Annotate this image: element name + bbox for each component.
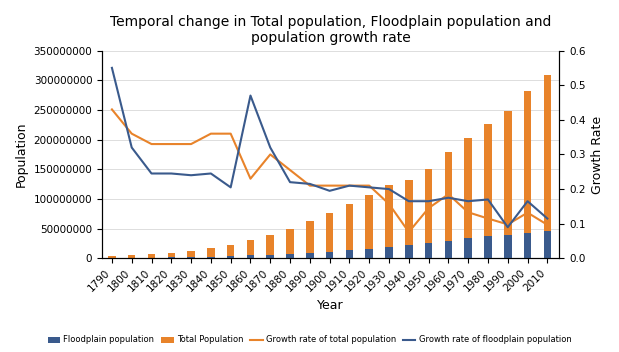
Bar: [504, 235, 511, 258]
Bar: [345, 250, 353, 258]
Bar: [148, 254, 155, 258]
Bar: [405, 245, 413, 258]
Growth rate of floodplain population: [326, 189, 334, 193]
Bar: [543, 231, 551, 258]
Legend: Floodplain population, Total Population, Growth rate of total population, Growth: Floodplain population, Total Population,…: [44, 332, 575, 348]
X-axis label: Year: Year: [318, 299, 344, 312]
Bar: [405, 180, 413, 258]
Growth rate of total population: [504, 222, 511, 227]
Growth rate of floodplain population: [444, 196, 452, 200]
Bar: [306, 221, 314, 258]
Growth rate of floodplain population: [227, 185, 235, 189]
Bar: [504, 111, 511, 258]
Bar: [365, 195, 373, 258]
Bar: [484, 124, 491, 258]
Growth rate of floodplain population: [504, 225, 511, 229]
Growth rate of total population: [168, 142, 175, 146]
Bar: [425, 243, 432, 258]
Bar: [128, 255, 136, 258]
Growth rate of total population: [267, 152, 274, 157]
Growth rate of floodplain population: [247, 93, 254, 98]
Bar: [287, 228, 294, 258]
Growth rate of total population: [207, 132, 215, 136]
Growth rate of floodplain population: [405, 199, 412, 203]
Growth rate of floodplain population: [267, 145, 274, 150]
Growth rate of total population: [385, 202, 392, 206]
Bar: [365, 249, 373, 258]
Bar: [188, 251, 195, 258]
Bar: [425, 169, 432, 258]
Y-axis label: Growth Rate: Growth Rate: [591, 115, 604, 194]
Bar: [524, 91, 531, 258]
Bar: [247, 240, 254, 258]
Bar: [287, 254, 294, 258]
Bar: [168, 253, 175, 258]
Growth rate of total population: [188, 142, 195, 146]
Bar: [267, 255, 274, 258]
Bar: [444, 240, 452, 258]
Bar: [306, 253, 314, 258]
Growth rate of total population: [227, 132, 235, 136]
Growth rate of floodplain population: [464, 199, 472, 203]
Growth rate of floodplain population: [128, 145, 136, 150]
Growth rate of floodplain population: [543, 216, 551, 221]
Bar: [484, 237, 491, 258]
Growth rate of floodplain population: [365, 185, 373, 189]
Growth rate of floodplain population: [168, 171, 175, 176]
Growth rate of total population: [148, 142, 155, 146]
Growth rate of floodplain population: [108, 66, 116, 70]
Line: Growth rate of floodplain population: Growth rate of floodplain population: [112, 68, 547, 227]
Bar: [108, 256, 116, 258]
Growth rate of total population: [128, 132, 136, 136]
Y-axis label: Population: Population: [15, 122, 28, 187]
Growth rate of total population: [425, 206, 432, 210]
Growth rate of total population: [247, 177, 254, 181]
Bar: [227, 256, 235, 258]
Growth rate of total population: [326, 183, 334, 188]
Bar: [188, 257, 195, 258]
Growth rate of total population: [405, 230, 412, 234]
Bar: [207, 257, 215, 258]
Line: Growth rate of total population: Growth rate of total population: [112, 109, 547, 232]
Bar: [326, 252, 334, 258]
Growth rate of total population: [484, 216, 491, 221]
Growth rate of floodplain population: [207, 171, 215, 176]
Growth rate of floodplain population: [287, 180, 294, 184]
Growth rate of total population: [365, 183, 373, 188]
Bar: [168, 257, 175, 258]
Bar: [207, 248, 215, 258]
Growth rate of floodplain population: [306, 182, 314, 186]
Growth rate of total population: [346, 183, 353, 188]
Title: Temporal change in Total population, Floodplain population and
population growth: Temporal change in Total population, Flo…: [110, 15, 552, 45]
Bar: [543, 75, 551, 258]
Growth rate of floodplain population: [484, 197, 491, 202]
Bar: [345, 203, 353, 258]
Growth rate of total population: [543, 223, 551, 227]
Bar: [247, 256, 254, 258]
Bar: [227, 245, 235, 258]
Bar: [464, 238, 472, 258]
Bar: [464, 138, 472, 258]
Growth rate of floodplain population: [425, 199, 432, 203]
Growth rate of total population: [108, 107, 116, 112]
Bar: [444, 152, 452, 258]
Growth rate of floodplain population: [188, 173, 195, 177]
Growth rate of total population: [464, 210, 472, 214]
Growth rate of total population: [306, 183, 314, 188]
Bar: [326, 213, 334, 258]
Bar: [267, 235, 274, 258]
Bar: [385, 247, 393, 258]
Growth rate of total population: [524, 210, 531, 215]
Bar: [524, 233, 531, 258]
Growth rate of floodplain population: [148, 171, 155, 176]
Growth rate of floodplain population: [524, 199, 531, 203]
Bar: [385, 186, 393, 258]
Growth rate of total population: [444, 192, 452, 196]
Growth rate of floodplain population: [346, 183, 353, 188]
Growth rate of floodplain population: [385, 187, 392, 191]
Growth rate of total population: [287, 168, 294, 172]
